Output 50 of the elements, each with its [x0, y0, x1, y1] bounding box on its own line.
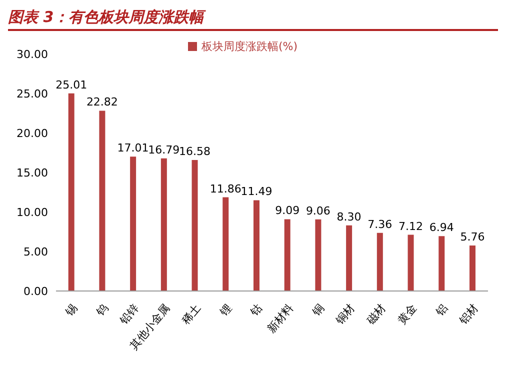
- text: 7.36: [368, 218, 392, 231]
- bar: [130, 156, 136, 291]
- bar: [346, 225, 352, 291]
- text: 5.76: [460, 230, 485, 244]
- text: 9.06: [306, 204, 330, 218]
- x-tick-label: 钴: [247, 302, 265, 320]
- x-tick-label: 铝: [432, 302, 450, 320]
- y-tick-label: 5.00: [24, 245, 48, 258]
- text: 17.01: [117, 142, 149, 155]
- bar: [192, 160, 198, 291]
- bar: [99, 110, 106, 291]
- x-tick-label: 新材料: [264, 302, 296, 336]
- text: 11.86: [210, 182, 242, 196]
- x-tick-label: 铜: [309, 302, 327, 320]
- bar: [315, 219, 322, 291]
- text: 16.79: [148, 143, 180, 156]
- bar: [376, 232, 383, 291]
- x-tick-label: 铅锌: [116, 302, 142, 328]
- bar: [284, 219, 290, 291]
- x-tick-label: 铜材: [332, 302, 358, 328]
- y-tick-label: 25.00: [16, 87, 48, 100]
- bar: [160, 158, 167, 291]
- legend-label: 板块周度涨跌幅(%): [201, 40, 298, 53]
- x-tick-label: 锂: [216, 302, 234, 320]
- text: 9.09: [275, 204, 300, 218]
- x-tick-label: 锡: [62, 302, 80, 320]
- bar: [68, 93, 74, 291]
- y-tick-label: 15.00: [16, 166, 48, 180]
- y-tick-label: 30.00: [16, 48, 48, 61]
- bar: [469, 245, 476, 291]
- bar: [222, 197, 229, 291]
- text: 8.30: [336, 210, 362, 224]
- x-tick-label: 铝材: [456, 302, 481, 328]
- y-tick-label: 0.00: [24, 284, 48, 298]
- text: 6.94: [429, 221, 454, 234]
- bar: [408, 234, 414, 291]
- chart-title: 图表 3：有色板块周度涨跌幅: [8, 8, 498, 31]
- x-tick-label: 钨: [93, 302, 111, 320]
- bar: [438, 236, 445, 291]
- text: 25.01: [56, 78, 88, 92]
- y-tick-label: 20.00: [16, 126, 48, 140]
- text: 16.58: [179, 145, 211, 158]
- x-tick-label: 磁材: [364, 302, 388, 328]
- x-tick-label: 黄金: [395, 302, 420, 327]
- bar: [253, 200, 260, 291]
- text: 7.12: [398, 220, 424, 233]
- x-tick-label: 稀土: [179, 302, 204, 327]
- text: 11.49: [240, 185, 272, 198]
- text: 22.82: [86, 96, 118, 109]
- y-tick-label: 10.00: [16, 206, 48, 219]
